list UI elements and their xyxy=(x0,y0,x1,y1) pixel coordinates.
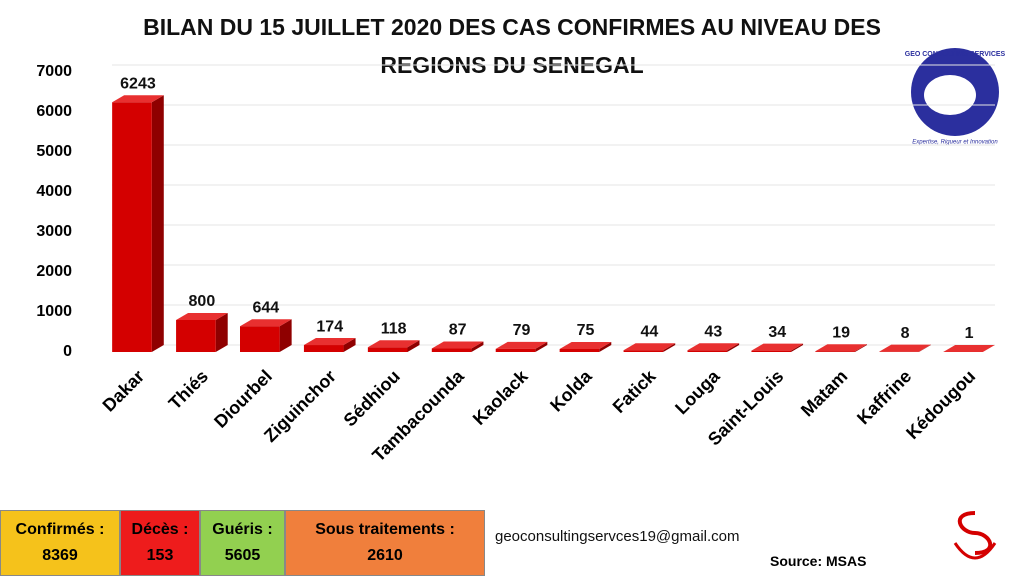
bar-top xyxy=(751,343,804,351)
bar-side xyxy=(215,313,228,352)
bar-side xyxy=(343,338,356,352)
x-tick-label: Louga xyxy=(671,365,724,418)
data-label: 8 xyxy=(901,325,910,342)
logo-motto: Expertise, Rigueur et Innovation xyxy=(912,140,998,146)
chart: GEO CONSULTING SERVICES Expertise, Rigue… xyxy=(36,48,1006,466)
y-tick-label: 6000 xyxy=(36,103,72,120)
y-tick-label: 7000 xyxy=(36,63,72,80)
y-tick-label: 1000 xyxy=(36,303,72,320)
data-label: 1 xyxy=(965,325,974,342)
logo-land xyxy=(924,75,976,115)
data-label: 75 xyxy=(577,322,595,339)
x-tick-label: Kaolack xyxy=(469,365,533,429)
summary-box: Confirmés : 8369 xyxy=(0,510,120,576)
bar-top xyxy=(687,343,740,351)
summary-label: Décès : xyxy=(131,521,189,538)
bar-top xyxy=(879,344,931,352)
data-label: 800 xyxy=(189,293,216,310)
email: geoconsultingservces19@gmail.com xyxy=(495,528,740,545)
bar-top xyxy=(495,341,548,349)
bar xyxy=(559,349,600,352)
x-tick-label: Matam xyxy=(797,366,851,420)
bar xyxy=(303,345,344,352)
bar-side xyxy=(663,343,676,352)
summary-label: Confirmés : xyxy=(15,521,105,538)
bar-side xyxy=(535,341,548,352)
data-label: 44 xyxy=(640,323,658,340)
data-label: 19 xyxy=(832,324,850,341)
bar-top xyxy=(176,313,228,320)
bar-side xyxy=(727,343,740,352)
bar xyxy=(815,351,855,352)
summary-value: 153 xyxy=(146,547,174,564)
x-tick-label: Thiés xyxy=(165,366,212,413)
summary-box: Guéris : 5605 xyxy=(200,510,285,576)
logo: GEO CONSULTING SERVICES Expertise, Rigue… xyxy=(905,48,1006,146)
x-tick-label: Diourbel xyxy=(210,366,276,432)
y-tick-label: 5000 xyxy=(36,143,72,160)
summary-value: 5605 xyxy=(224,547,261,564)
bar-top xyxy=(112,95,164,103)
bar-side xyxy=(407,340,420,352)
bar xyxy=(240,326,280,352)
bar-side xyxy=(279,319,292,352)
ministry-snake xyxy=(958,511,992,555)
summary-box: Décès : 153 xyxy=(120,510,200,576)
logo-name: GEO CONSULTING SERVICES xyxy=(905,51,1006,58)
x-tick-label: Kédougou xyxy=(902,366,979,443)
x-tick-label: Fatick xyxy=(609,365,661,417)
data-label: 6243 xyxy=(120,75,156,92)
x-tick-label: Dakar xyxy=(99,366,149,416)
ministry-logo xyxy=(953,511,997,560)
data-label: 87 xyxy=(449,322,467,339)
data-label: 79 xyxy=(513,322,531,339)
x-tick-label: Kolda xyxy=(546,365,596,415)
bar xyxy=(495,348,536,352)
data-label: 118 xyxy=(381,320,407,337)
summary-label: Sous traitements : xyxy=(315,521,455,538)
bar-top xyxy=(367,340,420,348)
bar-top xyxy=(559,342,612,349)
y-tick-label: 4000 xyxy=(36,183,72,200)
bar-top xyxy=(623,343,676,351)
bar-side xyxy=(982,344,995,352)
data-label: 644 xyxy=(252,299,279,316)
bar-top xyxy=(240,319,292,327)
bar-side xyxy=(854,344,867,352)
summary-label: Guéris : xyxy=(212,521,273,538)
summary-box: Sous traitements : 2610 xyxy=(285,510,485,576)
bar xyxy=(431,348,472,352)
bar-top xyxy=(943,344,995,352)
y-tick-label: 2000 xyxy=(36,263,72,280)
x-tick-label: Kaffrine xyxy=(853,366,915,428)
bar-side xyxy=(918,344,931,352)
data-label: 43 xyxy=(704,323,722,340)
bar xyxy=(176,320,216,352)
bar xyxy=(751,350,792,352)
bar-top xyxy=(303,338,356,346)
summary-value: 8369 xyxy=(42,547,78,564)
x-tick-label: Sédhiou xyxy=(340,366,404,430)
bar-side xyxy=(151,95,164,352)
bar-top xyxy=(431,341,484,349)
data-label: 174 xyxy=(316,318,343,335)
y-tick-label: 3000 xyxy=(36,223,72,240)
bar xyxy=(367,347,408,352)
summary-value: 2610 xyxy=(367,547,403,564)
bar-top xyxy=(815,344,867,352)
data-label: 34 xyxy=(768,324,786,341)
source: Source: MSAS xyxy=(770,553,867,569)
bar-side xyxy=(791,343,804,352)
bar-side xyxy=(599,342,612,352)
y-tick-label: 0 xyxy=(63,343,72,360)
ministry-heart xyxy=(953,542,997,560)
bar-side xyxy=(471,341,484,352)
bar xyxy=(687,350,728,352)
bar xyxy=(623,350,664,352)
bar xyxy=(112,102,152,352)
